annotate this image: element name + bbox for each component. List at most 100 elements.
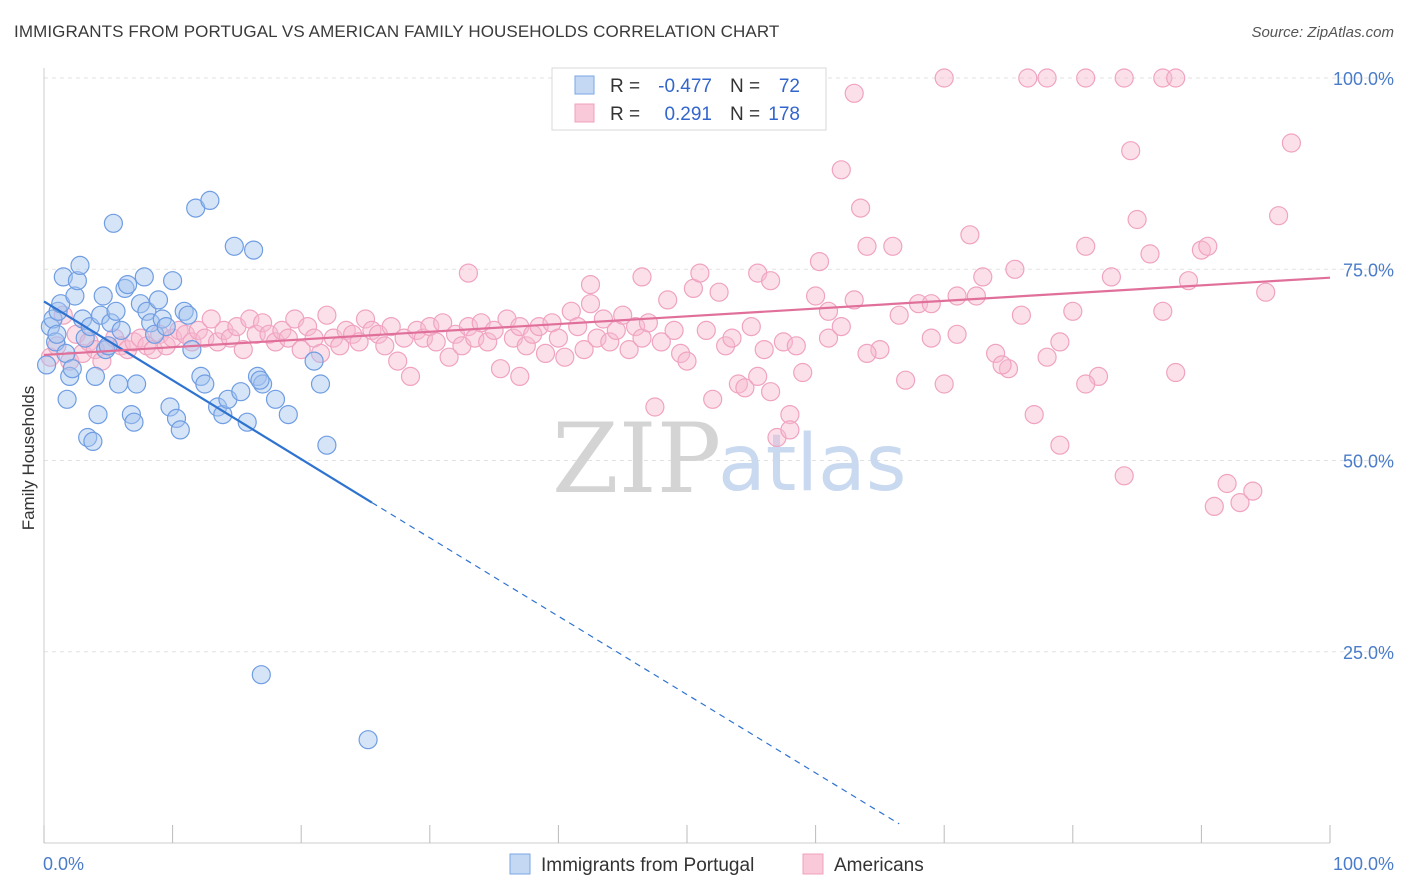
americans-point-119 [818,328,839,348]
portugal-point-33 [121,405,141,425]
americans-point-115 [780,405,800,425]
americans-point-82 [568,317,588,337]
americans-point-42 [310,343,331,363]
americans-point-99 [677,351,697,371]
portugal-point-35 [127,374,147,394]
americans-point-74 [516,336,536,356]
americans-point-177 [857,343,877,363]
americans-point-152 [1230,493,1250,513]
americans-point-111 [754,340,774,360]
portugal-point-34 [124,412,144,432]
portugal-point-71 [358,730,378,750]
americans-point-85 [587,328,607,348]
americans-point-160 [1018,68,1038,88]
americans-point-90 [619,340,639,360]
y-axis-title: Family Households [19,386,38,531]
americans-point-158 [844,83,864,103]
americans-point-53 [381,317,401,337]
americans-point-129 [934,374,954,394]
legend-top-box [551,67,827,131]
portugal-point-21 [88,405,108,425]
americans-point-37 [278,328,298,348]
americans-point-65 [458,317,478,337]
americans-point-104 [709,282,729,302]
americans-point-56 [400,366,421,386]
portugal-point-60 [237,412,257,432]
portugal-point-67 [310,374,331,394]
portugal-point-69 [250,370,270,390]
americans-point-150 [1204,496,1224,516]
watermark-zip: ZIP [552,403,721,515]
y-tick-label-3: 100.0% [1333,69,1394,89]
americans-point-133 [985,343,1006,363]
portugal-point-41 [148,290,169,310]
portugal-point-4 [47,324,67,344]
legend-top-n-value-pink: 178 [768,104,800,125]
y-tick-label-0: 25.0% [1343,643,1394,663]
portugal-point-14 [70,255,90,275]
americans-point-167 [1198,236,1218,256]
americans-point-93 [638,313,659,333]
portugal-point-28 [106,301,126,321]
americans-point-60 [426,332,446,352]
legend-top: R = -0.477 N = 72 R = 0.291 N = 178 [551,67,827,131]
americans-point-97 [664,320,684,340]
portugal-point-13 [67,271,88,291]
americans-point-62 [439,347,459,367]
portugal-point-1 [40,317,61,337]
americans-point-183 [818,301,839,321]
americans-point-91 [625,317,646,337]
americans-point-135 [1011,305,1032,325]
americans-point-182 [889,305,909,325]
americans-point-54 [388,351,408,371]
legend-top-n-label-blue: N = [730,76,760,97]
americans-point-171 [580,275,601,295]
legend-top-r-label-blue: R = [610,76,640,97]
portugal-point-23 [93,286,113,306]
portugal-point-70 [251,665,271,685]
americans-point-176 [1005,259,1025,279]
portugal-points [36,190,378,750]
watermark-atlas: atlas [718,419,907,509]
legend-top-r-label-pink: R = [610,104,640,125]
x-tick-label-right: 100.0% [1333,854,1394,874]
portugal-point-0 [36,355,57,375]
legend-bottom: Immigrants from Portugal Americans [509,853,924,876]
portugal-point-64 [265,389,286,409]
portugal-point-11 [62,359,82,379]
americans-point-138 [1050,332,1070,352]
americans-point-132 [973,267,993,287]
portugal-point-20 [85,366,106,386]
portugal-point-50 [182,340,202,360]
legend-bottom-swatch-blue [509,853,531,875]
americans-point-95 [651,332,671,352]
americans-point-87 [600,332,620,352]
americans-point-106 [722,328,742,348]
americans-point-108 [735,378,755,398]
americans-point-140 [1076,236,1096,256]
portugal-point-65 [278,405,298,425]
legend-top-r-value-pink: 0.291 [664,104,712,125]
americans-point-83 [574,340,594,360]
americans-point-146 [1153,301,1173,321]
americans-point-84 [580,294,601,314]
legend-top-swatch-pink [574,103,595,123]
americans-point-145 [1140,244,1160,264]
chart-title: IMMIGRANTS FROM PORTUGAL VS AMERICAN FAM… [14,22,780,41]
portugal-point-12 [65,286,85,306]
americans-point-142 [1101,267,1122,287]
portugal-point-59 [231,382,251,402]
americans-trend-line [43,276,1331,357]
americans-point-151 [1217,473,1237,494]
portugal-point-66 [304,351,324,371]
americans-point-175 [780,420,800,440]
americans-point-153 [1243,481,1263,501]
americans-point-96 [658,290,678,310]
legend-top-n-value-blue: 72 [779,76,800,97]
portugal-point-27 [103,213,124,233]
portugal-point-56 [213,405,233,425]
americans-point-181 [966,286,987,306]
americans-point-43 [317,305,337,325]
portugal-point-43 [156,317,176,337]
